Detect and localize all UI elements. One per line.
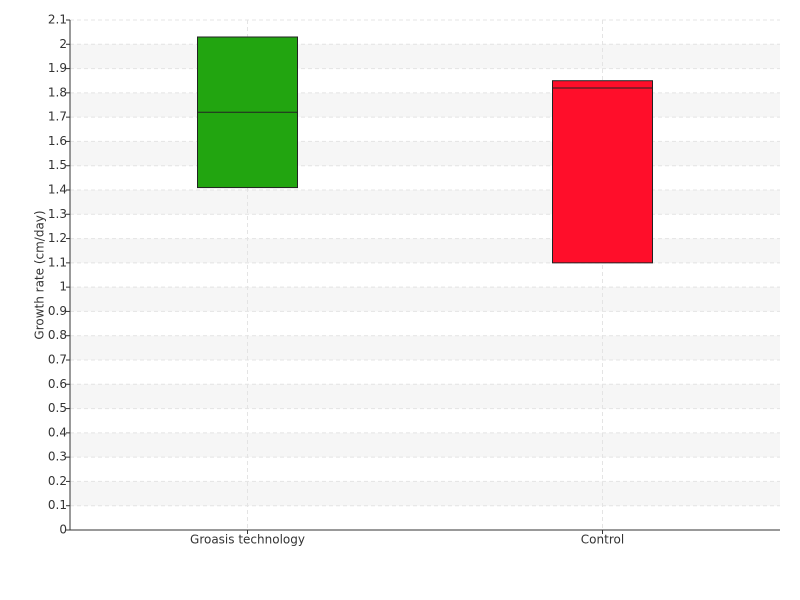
box (552, 80, 653, 264)
grid-stripe (70, 335, 780, 360)
grid-stripe (70, 481, 780, 506)
y-tick-label: 2 (59, 37, 67, 51)
grid-stripe (70, 141, 780, 166)
y-tick-label: 0.6 (48, 377, 67, 391)
grid-stripe (70, 238, 780, 263)
y-tick-label: 1.5 (48, 158, 67, 172)
grid-stripe (70, 384, 780, 409)
y-tick-label: 2.1 (48, 13, 67, 27)
y-axis-label: Growth rate (cm/day) (33, 210, 47, 339)
y-tick-label: 1.4 (48, 183, 67, 197)
y-tick-label: 1.2 (48, 231, 67, 245)
y-tick-label: 0.8 (48, 328, 67, 342)
y-tick-label: 1.1 (48, 255, 67, 269)
y-tick-label: 1.7 (48, 110, 67, 124)
x-tick-label: Groasis technology (190, 533, 305, 547)
y-tick-label: 0.7 (48, 353, 67, 367)
y-tick-label: 0 (59, 523, 67, 537)
y-tick-label: 1.3 (48, 207, 67, 221)
x-tick-label: Control (581, 533, 624, 547)
grid-stripe (70, 190, 780, 215)
grid-stripe (70, 44, 780, 69)
y-tick-label: 1.6 (48, 134, 67, 148)
grid-stripe (70, 287, 780, 312)
y-tick-label: 0.3 (48, 450, 67, 464)
y-tick-label: 0.4 (48, 425, 67, 439)
y-tick-label: 1 (59, 280, 67, 294)
y-tick-label: 0.9 (48, 304, 67, 318)
y-tick-label: 0.5 (48, 401, 67, 415)
y-tick-label: 1.8 (48, 85, 67, 99)
grid-stripe (70, 92, 780, 118)
y-tick-label: 1.9 (48, 61, 67, 75)
y-tick-label: 0.2 (48, 474, 67, 488)
y-tick-label: 0.1 (48, 498, 67, 512)
grid-stripe (70, 432, 780, 458)
